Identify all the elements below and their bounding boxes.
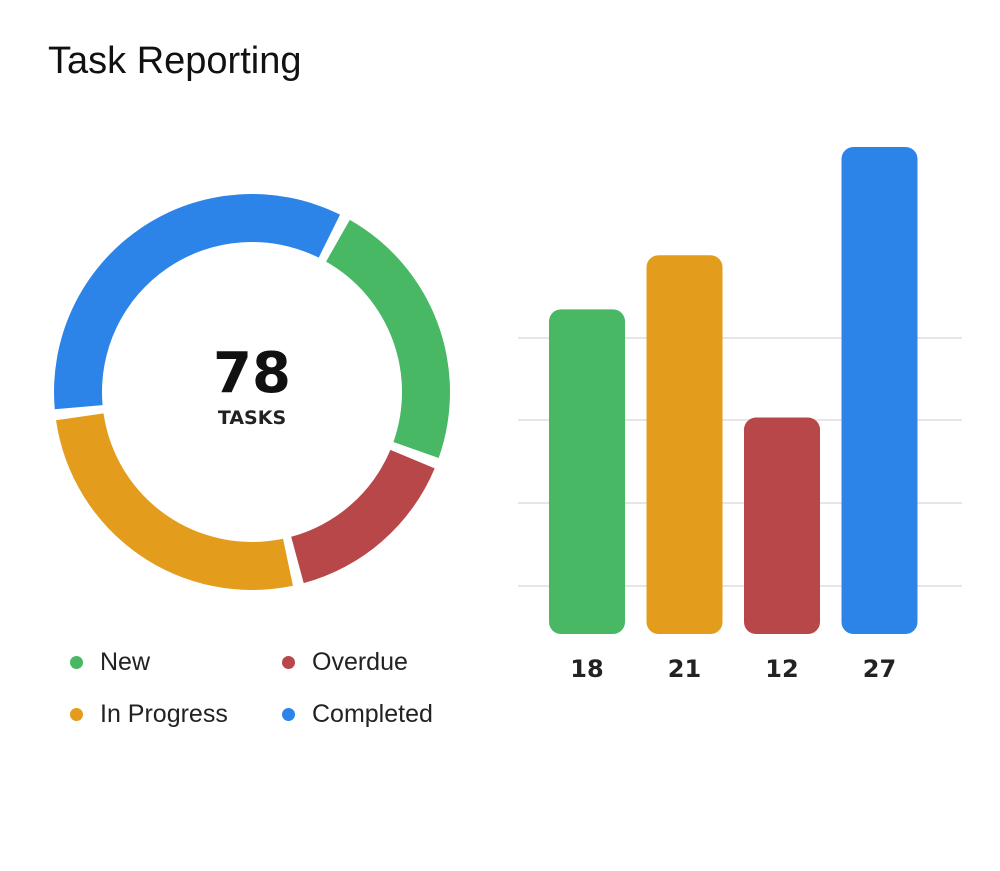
legend-item-completed: Completed xyxy=(282,700,433,729)
bar-value-label: 21 xyxy=(668,655,701,683)
donut-slice-new xyxy=(326,219,450,459)
legend-dot-new xyxy=(70,656,83,669)
bar-new xyxy=(549,309,625,634)
legend-item-new: New xyxy=(70,648,150,677)
donut-total-value: 78 xyxy=(213,341,291,406)
legend-label: Overdue xyxy=(312,648,408,676)
legend-item-overdue: Overdue xyxy=(282,648,408,677)
legend-dot-in-progress xyxy=(70,708,83,721)
legend-label: In Progress xyxy=(100,700,228,728)
legend-dot-completed xyxy=(282,708,295,721)
donut-chart xyxy=(54,194,450,591)
donut-slice-overdue xyxy=(291,449,435,584)
legend-label: Completed xyxy=(312,700,433,728)
page-title: Task Reporting xyxy=(48,40,302,82)
donut-slice-in-progress xyxy=(56,413,293,591)
bar-value-label: 12 xyxy=(765,655,798,683)
legend-label: New xyxy=(100,648,151,676)
bar-value-label: 27 xyxy=(863,655,896,683)
legend-dot-overdue xyxy=(282,656,295,669)
bar-in-progress xyxy=(646,255,723,634)
bar-overdue xyxy=(744,417,820,634)
legend-item-in-progress: In Progress xyxy=(70,700,228,729)
bar-completed xyxy=(841,147,918,634)
bar-value-label: 18 xyxy=(570,655,603,683)
bar-chart: 18 21 12 27 xyxy=(549,147,918,683)
donut-slice-completed xyxy=(54,194,341,410)
donut-total-label: TASKS xyxy=(218,407,286,429)
